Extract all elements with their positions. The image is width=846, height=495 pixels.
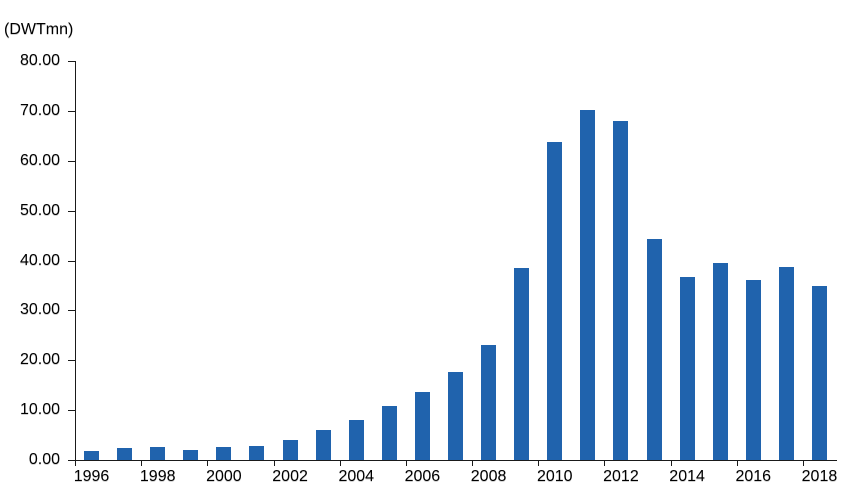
- bar-2001: [249, 445, 265, 460]
- x-axis-tick-label: 2008: [470, 468, 507, 485]
- y-axis-tick: [68, 460, 75, 461]
- y-axis-tick-label: 50.00: [19, 201, 60, 219]
- y-axis-tick-label: 0.00: [28, 451, 60, 468]
- bar-2008: [481, 345, 497, 460]
- x-axis-tick-label: 2014: [669, 468, 705, 485]
- bar-2003: [315, 430, 331, 460]
- bar-2004: [348, 419, 364, 460]
- x-axis-tick-label: 2012: [603, 468, 639, 485]
- x-axis-tick: [604, 461, 606, 466]
- y-axis-tick: [68, 310, 75, 312]
- y-axis-tick-label: 40.00: [19, 251, 60, 269]
- bar-2000: [216, 446, 232, 460]
- x-axis-tick-label: 2010: [536, 468, 573, 485]
- bar-2018: [811, 286, 827, 460]
- x-axis-tick: [802, 461, 804, 466]
- y-axis-unit-label: (DWTmn): [4, 21, 74, 38]
- y-axis-tick-label: 10.00: [19, 401, 60, 419]
- bar-1997: [117, 448, 133, 460]
- x-axis-tick: [472, 461, 474, 466]
- x-axis-tick: [670, 461, 672, 466]
- x-axis-tick: [339, 461, 341, 466]
- x-axis-tick: [75, 461, 76, 466]
- x-axis-tick: [141, 461, 143, 466]
- x-axis-tick-label: 2004: [338, 468, 375, 485]
- bar-2007: [448, 371, 463, 460]
- x-axis-tick-label: 2006: [404, 468, 441, 485]
- bar-2010: [547, 142, 563, 460]
- bar-2017: [778, 267, 794, 460]
- y-axis-tick: [68, 360, 75, 362]
- x-axis-tick: [273, 461, 275, 466]
- bar-2006: [414, 391, 430, 460]
- y-axis-tick-label: 60.00: [19, 151, 60, 169]
- bar-2014: [679, 277, 695, 460]
- x-axis-tick-label: 2000: [206, 468, 242, 485]
- y-axis-tick: [68, 160, 75, 162]
- x-axis-tick: [538, 461, 540, 466]
- bar-2011: [580, 109, 596, 460]
- bar-2016: [745, 280, 761, 460]
- y-axis-tick: [68, 410, 75, 412]
- y-axis-tick: [68, 61, 75, 62]
- x-axis-tick-label: 2018: [801, 468, 838, 485]
- x-axis-tick-label: 1996: [73, 468, 110, 485]
- x-axis-tick: [207, 461, 209, 466]
- bar-1998: [150, 446, 166, 460]
- y-axis-tick: [68, 110, 75, 112]
- y-axis-tick-label: 80.00: [19, 52, 60, 69]
- bar-2015: [712, 262, 728, 460]
- x-axis-line: [75, 460, 837, 461]
- x-axis-tick: [736, 461, 738, 466]
- x-axis-tick: [405, 461, 407, 466]
- y-axis-line: [75, 61, 76, 460]
- x-axis-tick-label: 2016: [735, 468, 772, 485]
- x-axis-tick-label: 1998: [139, 468, 176, 485]
- bar-2005: [381, 406, 397, 460]
- bar-1996: [84, 451, 100, 460]
- bar-1999: [183, 449, 199, 460]
- bar-2013: [646, 238, 662, 460]
- y-axis-tick-label: 30.00: [19, 301, 60, 319]
- y-axis-tick-label: 70.00: [19, 101, 60, 119]
- y-axis-tick: [68, 260, 75, 262]
- x-axis-tick-label: 2002: [272, 468, 308, 485]
- bar-2009: [514, 267, 530, 460]
- y-axis-tick: [68, 210, 75, 212]
- bar-2002: [282, 440, 298, 460]
- bar-2012: [613, 120, 629, 460]
- y-axis-tick-label: 20.00: [19, 351, 60, 369]
